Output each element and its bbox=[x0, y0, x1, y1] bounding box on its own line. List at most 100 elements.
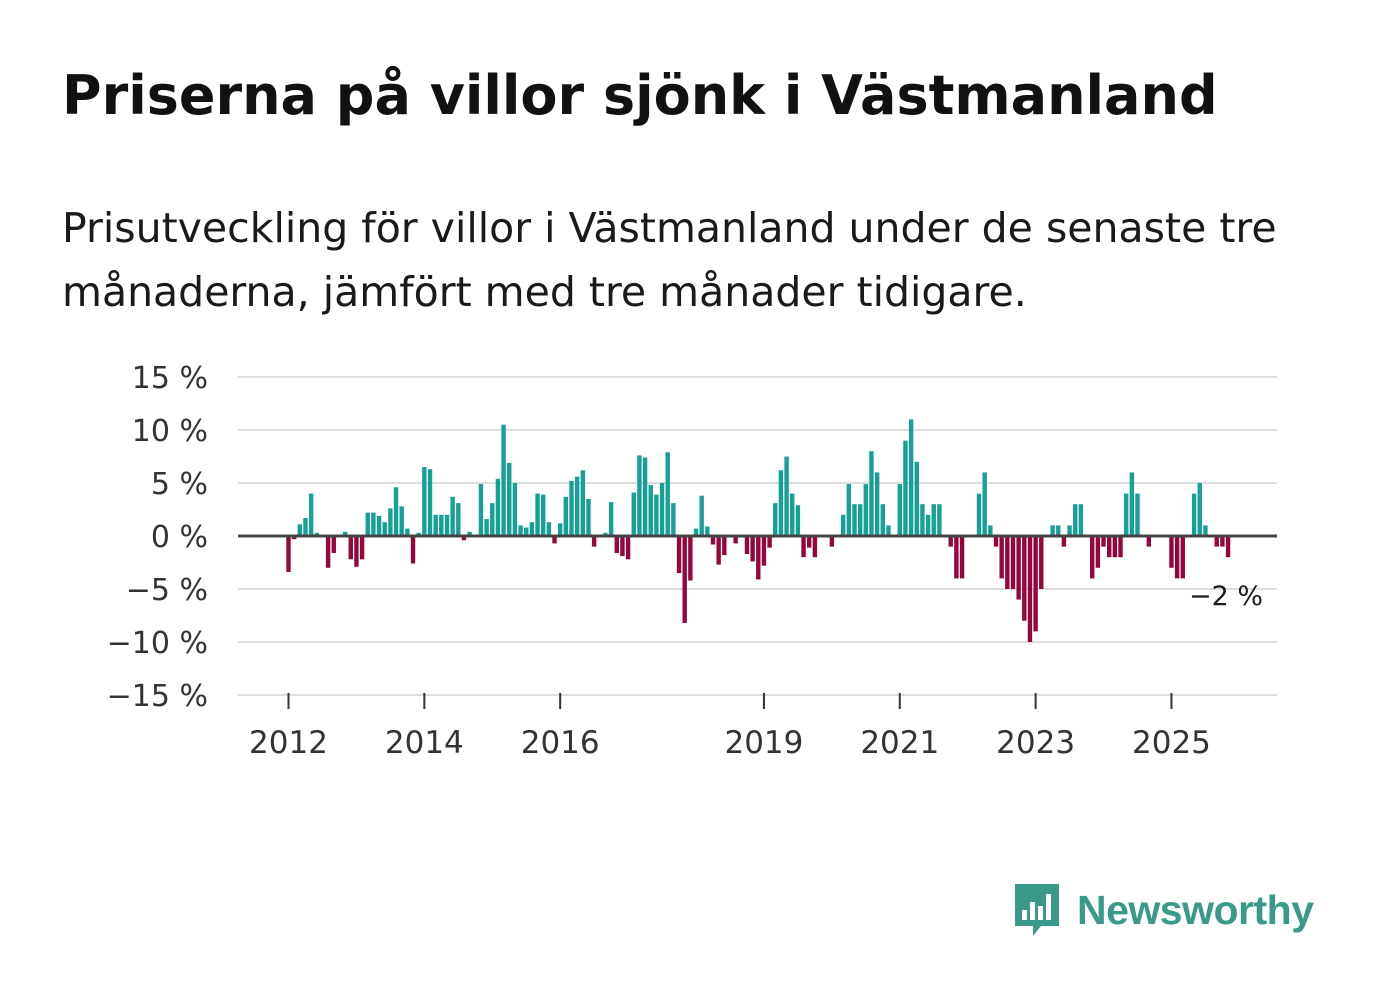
bar bbox=[308, 493, 314, 536]
bar bbox=[348, 536, 353, 560]
bar bbox=[614, 536, 619, 553]
bar bbox=[1225, 536, 1231, 558]
y-tick-label: −10 % bbox=[107, 626, 208, 661]
bar bbox=[393, 487, 399, 536]
bar bbox=[484, 519, 489, 536]
chart-title: Priserna på villor sjönk i Västmanland bbox=[62, 64, 1218, 127]
bar bbox=[365, 512, 370, 536]
bar bbox=[880, 504, 885, 536]
bar bbox=[812, 536, 818, 558]
bar bbox=[767, 536, 772, 548]
bar bbox=[874, 472, 880, 536]
bar bbox=[297, 524, 303, 536]
bar bbox=[625, 536, 631, 560]
bar bbox=[1169, 536, 1174, 568]
bar bbox=[1078, 504, 1084, 536]
y-tick-label: −5 % bbox=[126, 573, 208, 608]
last-value-label: −2 % bbox=[1189, 581, 1263, 612]
bar bbox=[433, 514, 438, 536]
bar bbox=[790, 493, 795, 536]
bar bbox=[512, 483, 518, 536]
bar bbox=[427, 469, 433, 536]
bars bbox=[286, 419, 1231, 642]
bar bbox=[937, 504, 942, 536]
bar bbox=[456, 503, 461, 536]
bar bbox=[722, 536, 727, 556]
bar bbox=[1191, 493, 1197, 536]
bar bbox=[869, 451, 874, 536]
bar bbox=[1033, 536, 1038, 632]
bar bbox=[716, 536, 721, 565]
bar bbox=[410, 536, 416, 564]
bar bbox=[524, 527, 529, 536]
bar bbox=[450, 496, 455, 536]
bar bbox=[637, 455, 642, 536]
x-axis: 2012 2014 2016 2019 2021 2023 2025 bbox=[249, 693, 1211, 761]
bar bbox=[710, 536, 716, 545]
bar bbox=[659, 483, 665, 536]
bar bbox=[914, 461, 919, 536]
bar bbox=[461, 536, 467, 541]
bar bbox=[399, 506, 404, 536]
bar bbox=[388, 508, 393, 536]
y-tick-label: 15 % bbox=[132, 361, 208, 396]
bar bbox=[993, 536, 999, 547]
bar bbox=[1039, 536, 1044, 589]
bar bbox=[778, 470, 784, 536]
bar bbox=[1005, 536, 1010, 589]
bar bbox=[954, 536, 959, 579]
bar bbox=[1016, 536, 1021, 600]
bar bbox=[688, 536, 693, 581]
bar bbox=[807, 536, 812, 548]
bar bbox=[1027, 536, 1033, 642]
bar bbox=[699, 495, 704, 536]
bar bbox=[1101, 536, 1106, 547]
bar bbox=[1129, 472, 1135, 536]
bar bbox=[1022, 536, 1027, 621]
bar bbox=[863, 484, 869, 536]
bar bbox=[959, 536, 965, 579]
bar bbox=[291, 536, 297, 540]
bar bbox=[1010, 536, 1016, 589]
bar bbox=[903, 440, 908, 536]
bar bbox=[693, 528, 699, 536]
bar bbox=[1107, 536, 1112, 558]
bar bbox=[1135, 493, 1140, 536]
bar bbox=[382, 522, 387, 536]
bar bbox=[478, 484, 484, 536]
bar bbox=[541, 494, 546, 536]
bar bbox=[642, 457, 648, 536]
bar bbox=[1067, 525, 1072, 536]
x-tick-label: 2025 bbox=[1132, 725, 1211, 761]
bar bbox=[648, 485, 653, 536]
bar bbox=[546, 522, 552, 536]
bar bbox=[1220, 536, 1225, 547]
bar bbox=[314, 532, 319, 536]
bar bbox=[654, 494, 659, 536]
y-tick-label: 5 % bbox=[151, 467, 208, 502]
bar bbox=[1123, 493, 1129, 536]
bar bbox=[331, 536, 336, 553]
bar bbox=[507, 462, 512, 536]
bar bbox=[908, 419, 914, 536]
chart-subtitle: Prisutveckling för villor i Västmanland … bbox=[62, 204, 1277, 316]
bar bbox=[1090, 536, 1095, 579]
grid-lines bbox=[238, 376, 1277, 696]
bar bbox=[591, 536, 597, 547]
bar bbox=[857, 504, 863, 536]
bar bbox=[829, 536, 835, 547]
x-tick-label: 2012 bbox=[249, 725, 328, 761]
bar bbox=[988, 525, 993, 536]
x-tick-label: 2014 bbox=[385, 725, 464, 761]
bar bbox=[920, 504, 925, 536]
bar bbox=[931, 504, 936, 536]
newsworthy-logo[interactable]: Newsworthy bbox=[1011, 880, 1314, 940]
bar bbox=[439, 514, 444, 536]
bar bbox=[948, 536, 953, 547]
bar bbox=[682, 536, 687, 623]
x-tick-label: 2021 bbox=[860, 725, 939, 761]
y-tick-label: 10 % bbox=[132, 414, 208, 449]
bar bbox=[665, 452, 670, 536]
bar bbox=[976, 493, 982, 536]
bar bbox=[286, 536, 291, 573]
